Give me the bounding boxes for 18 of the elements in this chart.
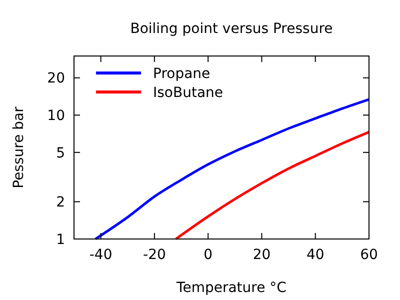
line-series [174,130,370,240]
y-axis-title: Pessure bar [11,106,27,188]
x-tick-label: -20 [143,247,166,263]
x-tick-label: 60 [360,247,378,263]
x-tick-label: -40 [89,247,112,263]
x-axis-title: Temperature °C [176,280,287,296]
y-tick-label: 20 [47,70,65,87]
x-tick-label: 40 [306,247,324,263]
legend-label: Propane [153,66,210,82]
y-tick-label: 1 [56,232,65,248]
y-tick-label: 5 [56,145,65,162]
chart-title: Boiling point versus Pressure [130,21,333,37]
x-tick-label: 20 [252,247,271,263]
line-series [94,98,370,240]
y-tick-label: 10 [47,108,65,124]
legend-label: IsoButane [153,84,224,101]
x-tick-label: 0 [204,247,213,263]
y-tick-label: 2 [56,194,65,211]
